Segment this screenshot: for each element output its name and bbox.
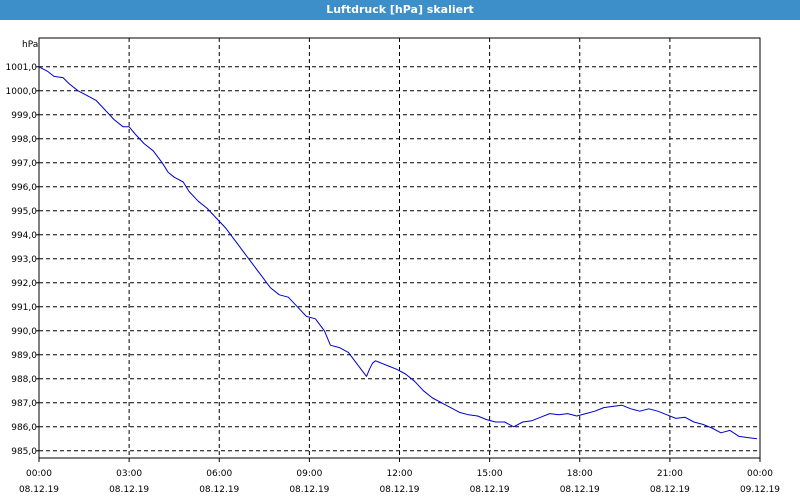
series-line-0 [38,66,758,440]
x-tick-time-label: 21:00 [657,469,683,479]
y-axis-unit-label: hPa [22,40,38,50]
x-tick-date-label: 08.12.19 [470,485,510,495]
x-tick-date-label: 08.12.19 [560,485,600,495]
x-tick-time-label: 00:00 [747,469,773,479]
y-tick-label: 989,0 [11,351,37,361]
y-tick-label: 996,0 [11,183,37,193]
x-tick-date-label: 09.12.19 [740,485,780,495]
y-tick-label: 997,0 [11,159,37,169]
y-tick-label: 991,0 [11,303,37,313]
y-tick-label: 995,0 [11,207,37,217]
y-tick-label: 988,0 [11,375,37,385]
y-tick-label: 1001,0 [6,63,38,73]
y-tick-label: 993,0 [11,255,37,265]
x-tick-date-label: 08.12.19 [289,485,329,495]
x-tick-date-label: 08.12.19 [650,485,690,495]
x-tick-time-label: 18:00 [567,469,593,479]
x-tick-time-label: 09:00 [296,469,322,479]
x-tick-date-label: 08.12.19 [109,485,149,495]
grid-lines [39,38,760,458]
x-tick-time-label: 15:00 [477,469,503,479]
y-axis-ticks: 1001,0 1000,0 999,0 998,0 997,0 996,0 995,0 994… [6,63,39,457]
x-tick-date-label: 08.12.19 [199,485,239,495]
x-tick-date-label: 08.12.19 [19,485,59,495]
y-tick-label: 987,0 [11,399,37,409]
x-axis-ticks: 00:00 08.12.19 03:00 08.12.19 06:00 08.12.19 0… [19,458,780,495]
y-tick-label: 990,0 [11,327,37,337]
y-tick-label: 994,0 [11,231,37,241]
y-tick-label: 1000,0 [6,87,38,97]
x-tick-time-label: 00:00 [26,469,52,479]
x-tick-date-label: 08.12.19 [379,485,419,495]
y-tick-label: 985,0 [11,447,37,457]
x-tick-time-label: 03:00 [116,469,142,479]
y-tick-label: 998,0 [11,135,37,145]
x-tick-time-label: 12:00 [387,469,413,479]
window-title: Luftdruck [hPa] skaliert [0,0,800,20]
y-tick-label: 986,0 [11,423,37,433]
x-tick-time-label: 06:00 [206,469,232,479]
series-group [38,66,758,440]
y-tick-label: 992,0 [11,279,37,289]
y-tick-label: 999,0 [11,111,37,121]
